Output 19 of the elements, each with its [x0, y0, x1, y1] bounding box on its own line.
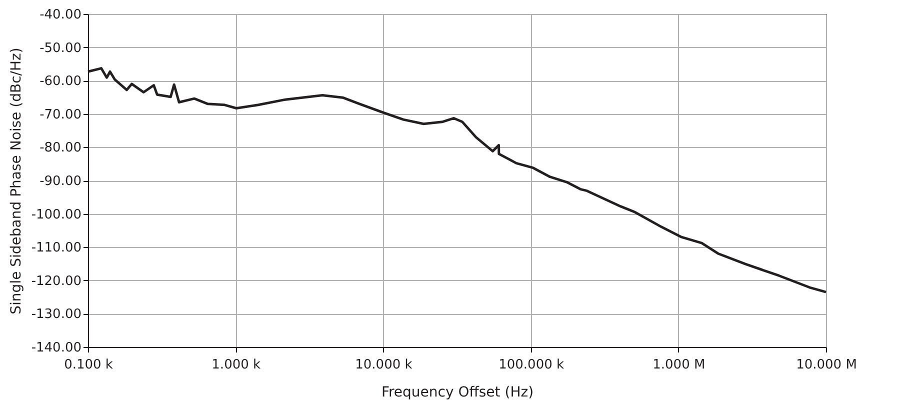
y-tick-label: -40.00	[40, 8, 82, 22]
x-tick-label: 1.000 M	[652, 358, 706, 372]
y-tick-label: -90.00	[40, 174, 82, 189]
x-tick-label: 100.000 k	[498, 358, 564, 372]
x-tick-label: 1.000 k	[212, 358, 262, 372]
y-tick-label: -110.00	[31, 240, 82, 256]
y-tick-label: -80.00	[40, 140, 82, 156]
y-tick-label: -120.00	[31, 274, 82, 289]
x-tick-label: 10.000 M	[796, 358, 857, 372]
x-tick-label: 10.000 k	[355, 358, 413, 372]
y-tick-label: -70.00	[40, 107, 82, 122]
y-tick-label: -140.00	[31, 340, 82, 356]
x-tick-label: 0.100 k	[64, 358, 114, 372]
y-tick-label: -60.00	[40, 74, 82, 90]
x-axis-title: Frequency Offset (Hz)	[381, 384, 534, 400]
y-tick-label: -100.00	[31, 207, 82, 222]
y-tick-label: -130.00	[31, 307, 82, 322]
y-axis-title: Single Sideband Phase Noise (dBc/Hz)	[8, 48, 24, 314]
y-tick-label: -50.00	[40, 40, 82, 56]
